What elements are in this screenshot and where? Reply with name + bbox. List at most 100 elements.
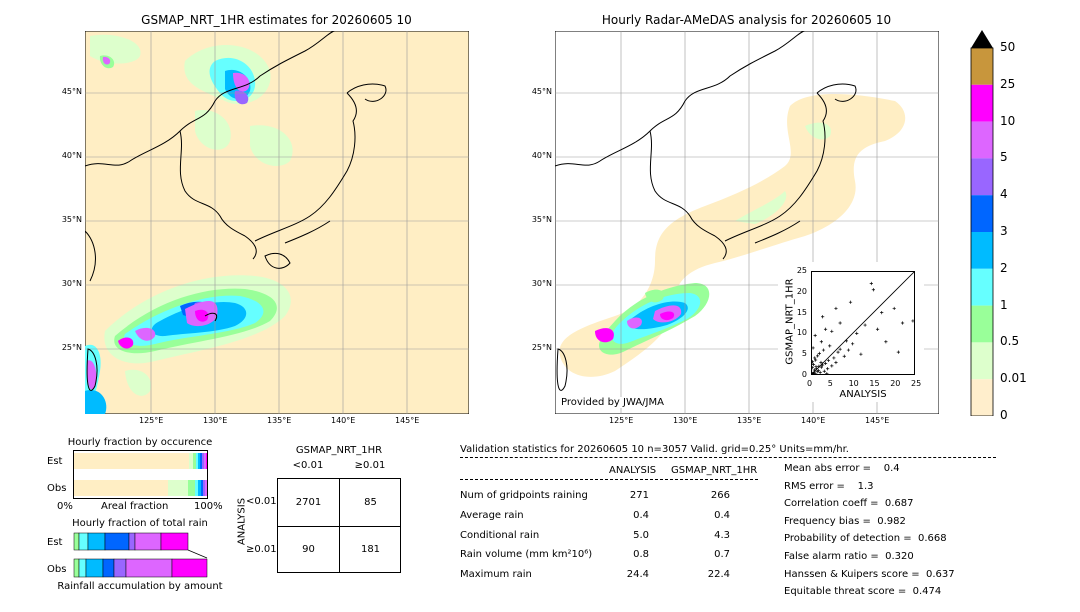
scatter-point: [900, 321, 905, 325]
lat-label: 30°N: [531, 279, 552, 288]
scatter-point: [869, 281, 873, 286]
score-far: False alarm ratio = 0.320: [784, 550, 914, 562]
lat-label: 45°N: [61, 87, 82, 96]
contingency-cell: 2701: [295, 497, 322, 508]
totalrain-obs-bar: [73, 558, 208, 578]
colorbar-label: 0: [1000, 408, 1008, 422]
stat-gsmap: 22.4: [707, 569, 730, 580]
colorbar-segment: [971, 84, 993, 122]
scatter-xlabel: ANALYSIS: [839, 389, 887, 400]
colorbar-segment: [971, 305, 993, 343]
lon-label: 130°E: [203, 416, 228, 425]
left-map: [85, 31, 469, 414]
left-lon-labels: 125°E 130°E 135°E 140°E 145°E: [85, 416, 469, 428]
left-map-title: GSMAP_NRT_1HR estimates for 20260605 10: [141, 13, 412, 27]
scatter-point: [822, 369, 826, 373]
scatter-point: [821, 315, 825, 319]
lon-label: 135°E: [267, 416, 292, 425]
scatter-point: [846, 348, 851, 352]
lat-label: 25°N: [531, 343, 552, 352]
lon-label: 130°E: [673, 416, 698, 425]
occurence-obs-bar: [74, 480, 207, 496]
scatter-xtick: 25: [911, 379, 922, 388]
scatter-ytick: 0: [801, 370, 807, 379]
totalrain-title: Hourly fraction of total rain: [72, 518, 208, 529]
left-lat-labels: 45°N 40°N 35°N 30°N 25°N: [50, 31, 82, 414]
scatter-point: [871, 288, 875, 292]
scatter-point: [818, 370, 822, 375]
scatter-point: [817, 351, 821, 355]
scatter-point: [811, 361, 814, 365]
left-graticule: [85, 31, 469, 414]
totalrain-obs-label: Obs: [47, 564, 67, 575]
stat-gsmap: 266: [710, 490, 730, 501]
colorbar-segment: [971, 48, 993, 85]
scatter-point: [859, 352, 863, 356]
scatter-point: [875, 327, 880, 331]
occurence-obs-label: Obs: [47, 483, 67, 494]
lat-label: 45°N: [531, 87, 552, 96]
scatter-point: [826, 358, 831, 363]
scatter-point: [823, 361, 828, 365]
scatter-diagonal: [811, 271, 915, 375]
colorbar-segment: [971, 158, 993, 196]
scatter-point: [817, 364, 821, 368]
scatter-ytick: 20: [796, 286, 807, 296]
left-rain-north: [90, 34, 293, 166]
scatter-xtick: 0: [807, 379, 813, 388]
stat-gsmap: 0.7: [714, 549, 730, 560]
lon-label: 140°E: [331, 416, 356, 425]
colorbar-label: 0.01: [1000, 371, 1027, 386]
lat-label: 40°N: [61, 151, 82, 160]
scatter-point: [821, 348, 826, 352]
scatter-point: [855, 331, 859, 335]
stat-analysis: 271: [629, 490, 649, 501]
scatter-point: [842, 354, 846, 358]
scatter-point: [819, 365, 823, 369]
scatter-xtick: 15: [869, 379, 880, 388]
colorbar-frame: [970, 47, 994, 416]
validation-divider: [460, 457, 996, 458]
totalrain-est-label: Est: [47, 537, 63, 548]
score-bias: Frequency bias = 0.982: [784, 515, 906, 527]
scatter-yticks: 0 5 10 15 20 25: [790, 266, 809, 379]
scatter-ytick: 25: [796, 266, 807, 275]
scatter-point: [819, 340, 823, 344]
lon-label: 145°E: [865, 416, 890, 425]
colorbar-segment: [971, 268, 993, 306]
stat-label: Conditional rain: [460, 530, 540, 541]
stat-label: Rain volume (mm km²10⁶): [460, 549, 593, 560]
scatter-point: [819, 360, 823, 365]
scatter-point: [830, 364, 834, 368]
scatter-point: [834, 360, 838, 365]
scatter-point: [826, 367, 830, 371]
scatter-point: [863, 323, 867, 327]
colorbar: [970, 30, 994, 416]
right-lat-labels: 45°N 40°N 35°N 30°N 25°N: [520, 31, 552, 414]
totalrain-bars: [73, 532, 208, 578]
occurence-bars: [73, 450, 208, 499]
stat-analysis: 5.0: [633, 530, 649, 541]
scatter-point: [838, 321, 842, 325]
scatter-point: [811, 365, 814, 370]
colorbar-segment: [971, 342, 993, 380]
lon-label: 145°E: [395, 416, 420, 425]
scatter-point: [832, 356, 836, 360]
scatter-point: [813, 333, 817, 338]
lat-label: 40°N: [531, 151, 552, 160]
scatter-point: [812, 370, 816, 375]
score-hk: Hanssen & Kuipers score = 0.637: [784, 568, 955, 580]
scatter-point: [836, 350, 840, 354]
lat-label: 25°N: [61, 343, 82, 352]
validation-header: Validation statistics for 20260605 10 n=…: [460, 444, 849, 455]
occurence-title: Hourly fraction by occurence: [67, 437, 213, 448]
contingency-col-0: <0.01: [292, 460, 324, 471]
scatter-point: [896, 350, 900, 354]
colorbar-segment: [971, 379, 993, 416]
scatter-point: [834, 306, 838, 311]
colorbar-label: 25: [1000, 76, 1016, 91]
occurence-est-bar: [74, 453, 207, 469]
stat-gsmap: 0.4: [714, 510, 730, 521]
scatter-point: [813, 356, 817, 360]
totalrain-xlabel: Rainfall accumulation by amount: [57, 581, 223, 592]
